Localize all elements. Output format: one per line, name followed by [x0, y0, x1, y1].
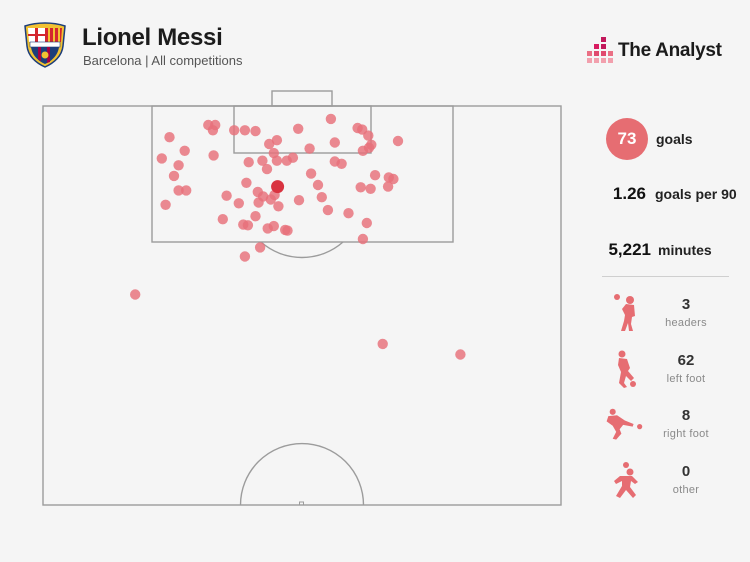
shot-marker [363, 130, 374, 141]
shot-marker [181, 185, 192, 196]
shot-marker [316, 192, 327, 203]
left-foot-label: left foot [666, 373, 706, 385]
shot-marker [322, 204, 334, 216]
shot-marker [357, 233, 369, 245]
left-foot-player-icon [618, 350, 636, 388]
goals-per-90-value: 1.26 [612, 184, 646, 203]
average-shot-position-marker [271, 180, 285, 194]
shot-marker [243, 157, 254, 168]
shot-marker [265, 194, 276, 205]
shot-marker [264, 138, 275, 150]
shot-marker [241, 177, 252, 188]
shot-marker [207, 125, 219, 136]
shot-marker [239, 251, 251, 262]
shot-markers [130, 113, 466, 360]
minutes-value: 5,221 [608, 240, 651, 259]
penalty-arc [260, 241, 344, 259]
shot-marker [229, 125, 240, 136]
shot-map-pitch [42, 90, 562, 506]
shot-marker [130, 289, 141, 300]
other-label: other [672, 484, 700, 496]
shot-marker [293, 123, 304, 134]
shot-marker [293, 195, 305, 206]
shot-marker [343, 208, 354, 219]
shot-marker [160, 199, 171, 210]
shot-marker [262, 223, 273, 234]
minutes-label: minutes [658, 242, 712, 258]
competition-subtitle: Barcelona | All competitions [83, 53, 243, 68]
shot-marker [455, 349, 466, 360]
header-player-icon [614, 294, 635, 331]
shot-marker [221, 190, 232, 201]
shot-marker [173, 160, 184, 171]
shot-marker [329, 137, 340, 148]
shot-marker [352, 122, 363, 134]
shot-marker [392, 135, 404, 147]
centre-circle-arc [239, 442, 365, 506]
right-foot-player-icon [606, 408, 643, 440]
shot-marker [261, 163, 273, 175]
shot-marker [254, 242, 266, 253]
shot-marker [250, 211, 261, 222]
right-foot-label: right foot [663, 428, 709, 440]
shot-marker [271, 155, 283, 166]
shot-marker [164, 132, 175, 143]
headers-value: 3 [681, 296, 691, 313]
shot-marker [282, 225, 293, 236]
shot-marker [336, 158, 347, 169]
other-player-icon [614, 462, 638, 498]
shot-marker [388, 173, 399, 185]
brand-name: The Analyst [618, 40, 722, 61]
shot-marker [233, 198, 244, 209]
pitch-half-outline [42, 105, 562, 506]
shot-marker [271, 135, 283, 146]
shot-marker [369, 170, 381, 181]
goals-badge: 73 [606, 118, 648, 160]
shot-marker [217, 214, 228, 225]
player-name: Lionel Messi [82, 24, 223, 51]
headers-label: headers [665, 317, 707, 329]
other-value: 0 [681, 463, 691, 480]
shot-marker [250, 125, 261, 137]
shot-marker [208, 150, 219, 161]
shot-marker [355, 182, 366, 193]
header: Lionel Messi Barcelona | All competition… [0, 0, 750, 90]
analyst-logo-icon [587, 37, 613, 63]
shot-marker [273, 201, 284, 212]
shot-marker [257, 155, 268, 166]
shot-marker [325, 113, 337, 125]
left-foot-value: 62 [677, 352, 695, 369]
shot-marker [304, 143, 315, 154]
shot-marker [382, 181, 394, 192]
shot-marker [287, 152, 299, 163]
shot-marker [357, 145, 369, 156]
shot-marker [156, 153, 167, 164]
shot-marker [239, 125, 251, 136]
goal [271, 90, 333, 107]
goals-per-90-label: goals per 90 [655, 186, 737, 202]
goals-label: goals [656, 131, 693, 147]
shot-marker [305, 168, 317, 179]
shot-marker [361, 217, 372, 229]
shot-marker [242, 220, 254, 231]
centre-spot [299, 501, 304, 506]
shot-marker [173, 185, 184, 196]
barcelona-crest-icon [24, 22, 66, 68]
stats-divider [602, 276, 729, 277]
shot-marker [365, 183, 376, 194]
shot-marker [253, 197, 264, 208]
shot-marker [312, 179, 324, 191]
shot-marker [168, 170, 180, 182]
shot-marker [377, 338, 388, 350]
right-foot-value: 8 [681, 407, 691, 424]
shot-marker [179, 145, 190, 156]
